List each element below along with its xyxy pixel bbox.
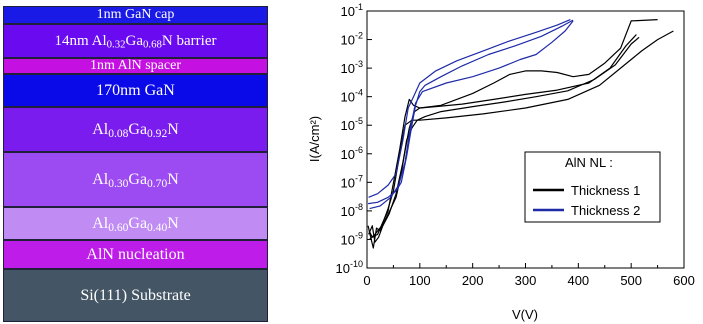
- layer-label: Al0.60Ga0.40N: [92, 214, 179, 234]
- series-2-curve-3: [369, 20, 574, 210]
- layer-label: 1nm AlN spacer: [90, 58, 181, 73]
- y-tick-label: 10-3: [341, 59, 363, 76]
- y-tick-label: 10-8: [341, 202, 363, 219]
- x-tick-label: 200: [462, 273, 484, 288]
- legend-title: AlN NL :: [565, 155, 613, 170]
- x-tick-label: 600: [673, 273, 695, 288]
- layer-stack-diagram: 1nm GaN cap 14nm Al0.32Ga0.68N barrier 1nm…: [3, 6, 268, 322]
- layer-label: Si(111) Substrate: [80, 286, 191, 304]
- legend-label-thickness-1: Thickness 1: [571, 183, 640, 198]
- x-tick-label: 400: [567, 273, 589, 288]
- layer-algan008: Al0.08Ga0.92N: [3, 107, 268, 152]
- y-tick-label: 10-7: [341, 173, 363, 190]
- series-2: [368, 19, 574, 210]
- layer-label: AlN nucleation: [86, 245, 185, 263]
- x-tick-label: 300: [515, 273, 537, 288]
- iv-chart: 0 100 200 300 400 500 600 10-10 10-9 10-8 10-7 10-6…: [307, 2, 695, 322]
- layer-spacer: 1nm AlN spacer: [3, 58, 268, 74]
- y-tick-label: 10-1: [341, 2, 363, 19]
- layer-label: Al0.30Ga0.70N: [92, 170, 179, 190]
- layer-label: 170nm GaN: [96, 81, 175, 99]
- layer-label: 14nm Al0.32Ga0.68N barrier: [54, 32, 217, 51]
- legend-label-thickness-2: Thickness 2: [571, 203, 640, 218]
- layer-cap: 1nm GaN cap: [3, 6, 268, 24]
- layer-aln: AlN nucleation: [3, 240, 268, 269]
- series-1-curve-3: [368, 19, 658, 238]
- y-tick-label: 10-2: [341, 31, 363, 48]
- y-tick-label: 10-10: [336, 259, 363, 276]
- layer-gan: 170nm GaN: [3, 74, 268, 107]
- series-1: [367, 19, 674, 249]
- y-tick-label: 10-6: [341, 145, 363, 162]
- y-tick-label: 10-4: [341, 88, 363, 105]
- y-axis-label: I(A/cm²): [307, 116, 322, 162]
- layer-label: Al0.08Ga0.92N: [92, 120, 179, 140]
- x-tick-label: 0: [363, 273, 370, 288]
- y-tick-label: 10-9: [341, 230, 363, 247]
- legend: AlN NL : Thickness 1 Thickness 2: [524, 151, 661, 223]
- x-tick-label: 500: [620, 273, 642, 288]
- layer-label: 1nm GaN cap: [96, 7, 175, 22]
- layer-algan060: Al0.60Ga0.40N: [3, 207, 268, 240]
- x-axis-label: V(V): [512, 307, 538, 322]
- x-tick-label: 100: [409, 273, 431, 288]
- y-tick-label: 10-5: [341, 116, 363, 133]
- layer-si: Si(111) Substrate: [3, 269, 268, 322]
- layer-barrier: 14nm Al0.32Ga0.68N barrier: [3, 24, 268, 58]
- layer-algan030: Al0.30Ga0.70N: [3, 152, 268, 207]
- series-1-curve-4: [369, 30, 674, 240]
- plot-frame: [366, 10, 685, 269]
- series-2-curve-2: [368, 19, 571, 198]
